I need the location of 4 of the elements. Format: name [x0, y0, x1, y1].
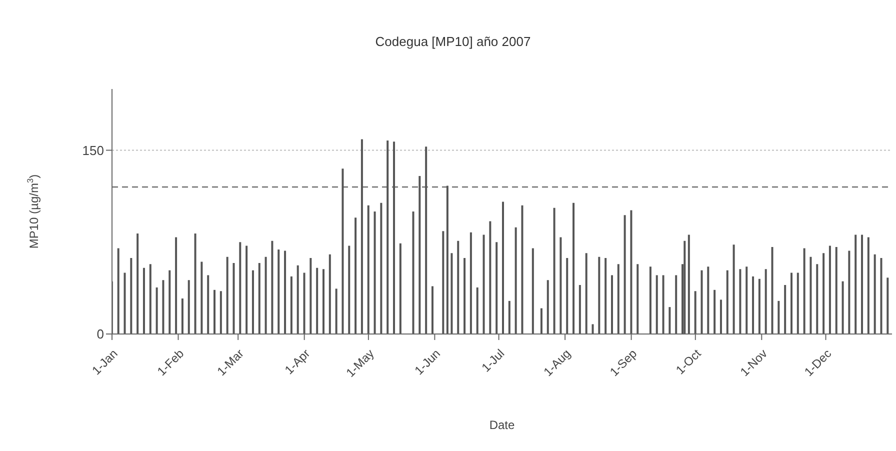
- y-tick-label: 0: [96, 326, 104, 342]
- y-tick-label: 150: [82, 142, 104, 158]
- x-axis-title: Date: [489, 418, 515, 432]
- chart-title: Codegua [MP10] año 2007: [374, 34, 532, 49]
